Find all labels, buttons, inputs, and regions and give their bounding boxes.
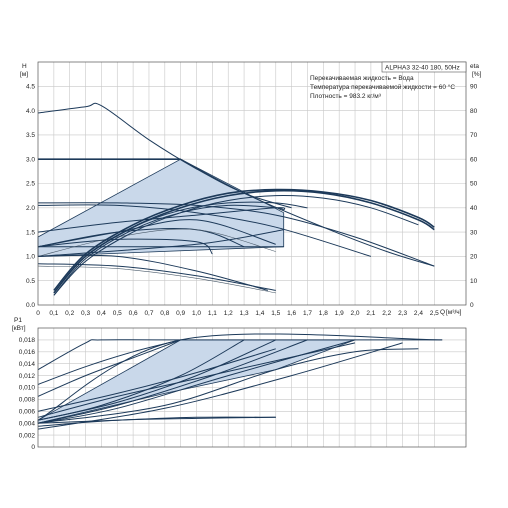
p1-axis-label: P1	[14, 317, 22, 324]
head-curve	[37, 254, 269, 291]
x-tick-label: 1,7	[303, 310, 312, 317]
power-curve	[37, 339, 181, 385]
h-tick-label: 3.0	[26, 156, 35, 163]
x-tick-label: 0,7	[144, 310, 153, 317]
h-tick-label: 0.5	[26, 278, 35, 285]
power-curve	[37, 339, 181, 397]
power-curve	[37, 342, 356, 418]
eta-tick-label: 30	[470, 229, 478, 236]
eta-tick-label: 0	[470, 302, 474, 309]
p1-tick-label: 0,012	[19, 373, 36, 380]
power-curve	[37, 339, 277, 421]
x-tick-label: 1,0	[192, 310, 201, 317]
head-curve	[37, 207, 286, 233]
curves	[37, 102, 443, 430]
x-tick-label: 0,1	[49, 310, 58, 317]
power-curve	[37, 348, 276, 412]
annotation-density: Плотность = 983.2 кг/м³	[310, 93, 382, 100]
x-tick-label: 2,3	[398, 310, 407, 317]
p1-tick-label: 0,014	[19, 361, 36, 368]
x-tick-label: 1,1	[208, 310, 217, 317]
x-tick-label: 2,1	[366, 310, 375, 317]
head-curve	[37, 228, 245, 248]
x-tick-label: 1,3	[240, 310, 249, 317]
power-curve	[37, 348, 419, 424]
p1-tick-label: 0	[31, 444, 35, 451]
h-tick-label: 0.0	[26, 302, 35, 309]
h-axis-unit: [м]	[20, 71, 28, 78]
h-tick-label: 2.0	[26, 205, 35, 212]
eta-tick-label: 60	[470, 156, 478, 163]
x-tick-label: 1,8	[319, 310, 328, 317]
q-axis-unit: [м³/ч]	[446, 309, 462, 316]
efficiency-curve	[53, 204, 284, 296]
p1-tick-label: 0,004	[19, 420, 36, 427]
head-curve	[37, 228, 276, 257]
x-tick-label: 1,9	[335, 310, 344, 317]
eta-tick-label: 20	[470, 254, 478, 261]
power-chart-frame	[37, 327, 467, 448]
h-tick-label: 1.0	[26, 254, 35, 261]
head-curve	[37, 238, 213, 255]
eta-tick-label: 50	[470, 181, 478, 188]
p1-tick-label: 0,010	[19, 385, 36, 392]
h-tick-label: 3.5	[26, 132, 35, 139]
annotation-temperature: Температура перекачиваемой жидкости = 60…	[310, 83, 455, 91]
power-curve	[37, 416, 276, 427]
p1-axis-unit: [кВт]	[12, 325, 26, 332]
h-axis-label: H	[22, 63, 27, 70]
chart-title: ALPHA3 32-40 180, 50Hz	[385, 65, 460, 72]
efficiency-curve	[53, 201, 308, 294]
x-tick-label: 0	[36, 310, 40, 317]
head-curve	[37, 219, 276, 248]
tick-labels: 0 0,1 0,2 0,3 0,4 0,5 0,6 0,7 0,8 0,9 1,0 1,1 1,2 1,3…	[19, 84, 478, 452]
eta-tick-label: 90	[470, 84, 478, 91]
x-tick-label: 1,4	[255, 310, 264, 317]
x-tick-label: 0,3	[81, 310, 90, 317]
h-tick-label: 4.0	[26, 108, 35, 115]
q-axis-label: Q	[440, 309, 445, 316]
x-tick-label: 0,9	[176, 310, 185, 317]
x-tick-label: 1,6	[287, 310, 296, 317]
p1-tick-label: 0,016	[19, 349, 36, 356]
x-tick-label: 2,2	[382, 310, 391, 317]
head-curve	[37, 229, 284, 257]
eta-axis-unit: [%]	[472, 71, 482, 78]
power-curve	[37, 339, 308, 424]
x-tick-label: 2,0	[351, 310, 360, 317]
x-tick-label: 0,4	[97, 310, 106, 317]
x-tick-label: 2,4	[414, 310, 423, 317]
title-box	[381, 61, 467, 73]
head-curve	[37, 204, 372, 257]
eta-tick-label: 10	[470, 278, 478, 285]
eta-tick-label: 40	[470, 205, 478, 212]
x-tick-label: 0,8	[160, 310, 169, 317]
power-curve	[37, 339, 443, 371]
eta-tick-label: 80	[470, 108, 478, 115]
head-chart-frame	[37, 61, 467, 306]
h-tick-label: 1.5	[26, 229, 35, 236]
efficiency-curve	[53, 195, 419, 296]
annotation-fluid: Перекачиваемая жидкость = Вода	[310, 75, 414, 82]
head-chart-grid	[38, 62, 466, 305]
p1-tick-label: 0,018	[19, 337, 36, 344]
power-chart-grid	[38, 328, 466, 447]
efficiency-curve	[53, 188, 435, 291]
x-tick-label: 0,2	[65, 310, 74, 317]
h-tick-label: 4.5	[26, 84, 35, 91]
x-tick-label: 1,5	[271, 310, 280, 317]
p1-tick-label: 0,006	[19, 409, 36, 416]
p1-tick-label: 0,008	[19, 397, 36, 404]
x-tick-label: 1,2	[224, 310, 233, 317]
x-tick-label: 2,5	[430, 310, 439, 317]
eta-axis-label: eta	[470, 63, 479, 70]
power-curve	[37, 333, 443, 421]
h-tick-label: 2.5	[26, 181, 35, 188]
eta-tick-label: 70	[470, 132, 478, 139]
p1-tick-label: 0,002	[19, 432, 36, 439]
x-tick-label: 0,5	[113, 310, 122, 317]
head-curve	[37, 263, 276, 291]
x-tick-label: 0,6	[129, 310, 138, 317]
